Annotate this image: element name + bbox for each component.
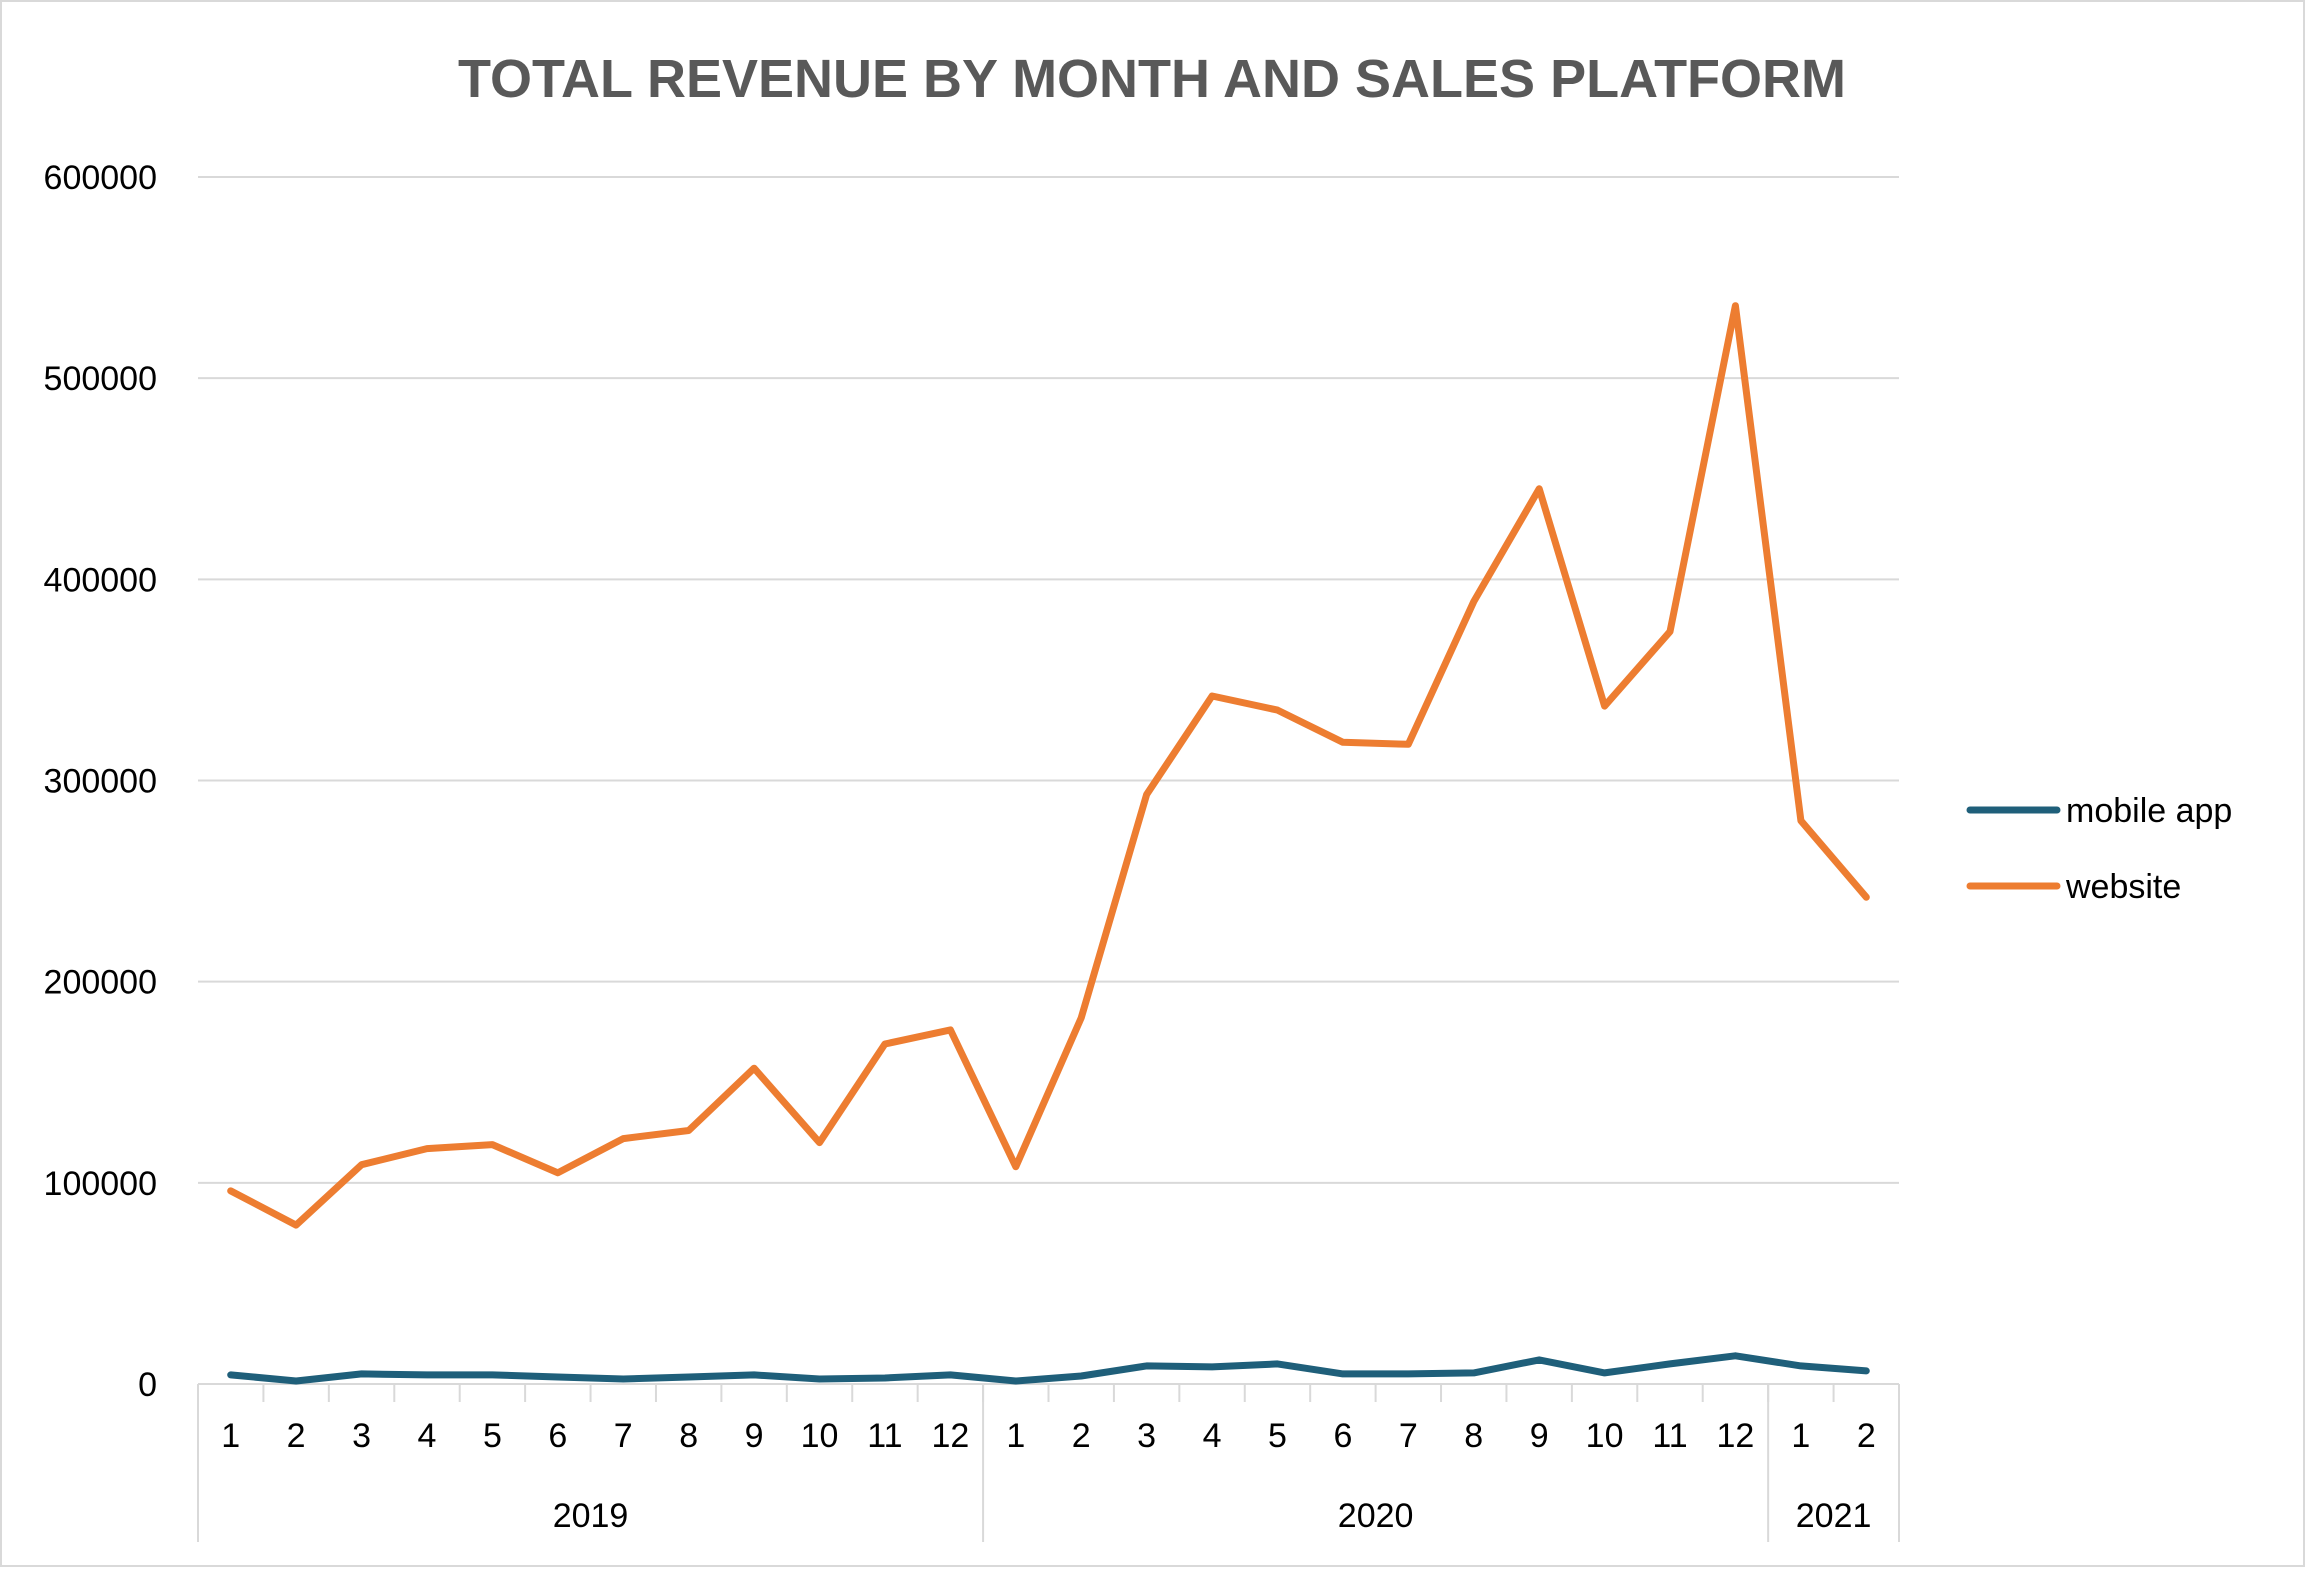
- legend-label: mobile app: [2066, 792, 2232, 830]
- x-tick-label: 10: [1586, 1417, 1624, 1455]
- x-group-label: 2020: [1338, 1497, 1414, 1535]
- legend: mobile app website: [1966, 792, 2232, 906]
- y-tick-label: 100000: [44, 1165, 157, 1203]
- y-tick-label: 200000: [44, 964, 157, 1002]
- x-tick-label: 8: [1464, 1417, 1483, 1455]
- x-tick-label: 6: [548, 1417, 567, 1455]
- x-tick-label: 1: [1006, 1417, 1025, 1455]
- x-tick-label: 6: [1333, 1417, 1352, 1455]
- series-layer: [227, 302, 1870, 1385]
- x-group-label: 2021: [1796, 1497, 1872, 1535]
- x-tick-label: 2: [287, 1417, 306, 1455]
- x-tick-label: 11: [867, 1417, 902, 1455]
- x-tick-label: 2: [1072, 1417, 1091, 1455]
- series-line-website: [227, 302, 1870, 1229]
- x-group-label: 2019: [553, 1497, 629, 1535]
- x-tick-label: 9: [745, 1417, 764, 1455]
- x-tick-label: 5: [483, 1417, 502, 1455]
- chart-title: TOTAL REVENUE BY MONTH AND SALES PLATFOR…: [458, 49, 1846, 109]
- x-tick-label: 12: [1717, 1417, 1755, 1455]
- x-tick-label: 2: [1857, 1417, 1876, 1455]
- x-tick-label: 3: [352, 1417, 371, 1455]
- gridlines: [198, 176, 1899, 1184]
- x-tick-label: 8: [679, 1417, 698, 1455]
- y-tick-label: 600000: [44, 159, 157, 197]
- x-tick-label: 1: [221, 1417, 240, 1455]
- y-tick-label: 400000: [44, 561, 157, 599]
- x-tick-label: 11: [1652, 1417, 1687, 1455]
- legend-label: website: [2065, 868, 2181, 906]
- x-tick-label: 4: [418, 1417, 437, 1455]
- x-tick-label: 7: [614, 1417, 633, 1455]
- x-tick-label: 7: [1399, 1417, 1418, 1455]
- x-tick-label: 3: [1137, 1417, 1156, 1455]
- x-tick-label: 4: [1203, 1417, 1222, 1455]
- x-tick-label: 12: [931, 1417, 969, 1455]
- y-tick-label: 300000: [44, 763, 157, 801]
- x-tick-label: 10: [801, 1417, 839, 1455]
- y-axis: 0 100000 200000 300000 400000 500000 600000: [44, 159, 157, 1404]
- x-tick-label: 1: [1791, 1417, 1810, 1455]
- x-tick-label: 9: [1530, 1417, 1549, 1455]
- series-line-mobile-app: [227, 1352, 1870, 1385]
- y-tick-label: 0: [138, 1366, 157, 1404]
- y-tick-label: 500000: [44, 360, 157, 398]
- x-tick-label: 5: [1268, 1417, 1287, 1455]
